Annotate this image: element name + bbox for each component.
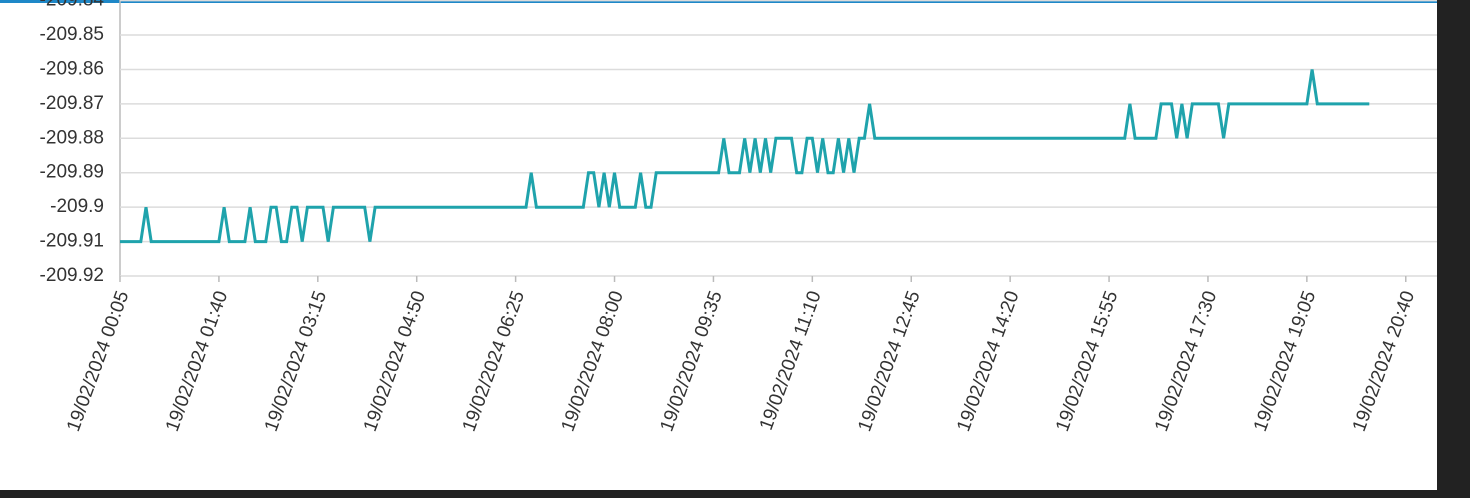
device-bezel xyxy=(0,490,1437,498)
y-tick-label: -209.85 xyxy=(40,24,104,45)
y-tick-label: -209.86 xyxy=(40,58,104,79)
y-tick-label: -209.91 xyxy=(40,231,104,252)
chart-background xyxy=(0,0,1437,498)
y-tick-label: -209.92 xyxy=(40,265,104,286)
y-tick-label: -209.9 xyxy=(50,196,104,217)
top-bar xyxy=(0,0,1437,3)
y-tick-label: -209.84 xyxy=(40,0,105,11)
data-line xyxy=(120,69,1370,244)
y-tick-label: -209.87 xyxy=(40,93,104,114)
y-tick-label: -209.88 xyxy=(40,127,104,148)
device-bezel xyxy=(1437,0,1470,498)
y-tick-label: -209.89 xyxy=(40,162,104,183)
